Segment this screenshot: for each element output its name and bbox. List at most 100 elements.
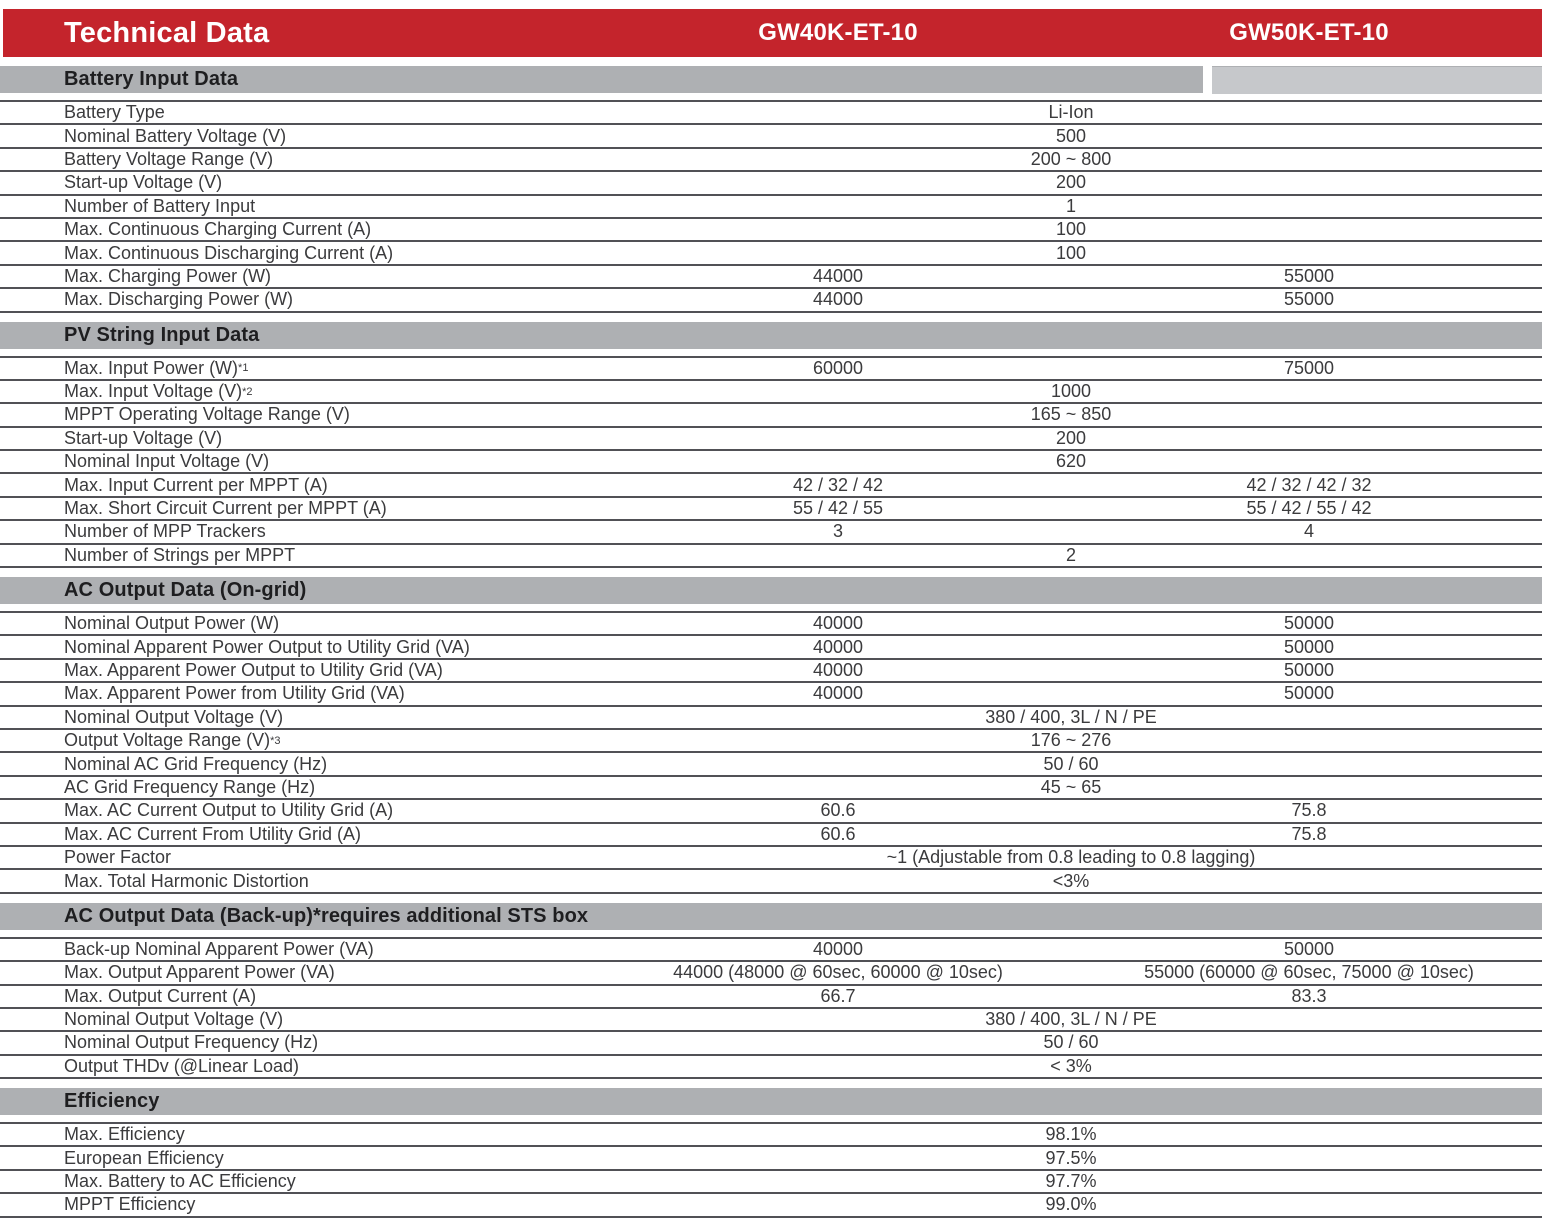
spec-value-shared: 200 ~ 800 [1030,148,1112,169]
spec-parameter-label: Max. Output Current (A) [64,985,257,1006]
spec-value-gw40k: 3 [832,521,843,542]
spec-row: Start-up Voltage (V) 200 [0,427,1542,452]
spec-value-shared: 98.1% [1045,1124,1097,1145]
spec-value-gw40k: 42 / 32 / 42 [792,474,884,495]
spec-parameter-label: AC Grid Frequency Range (Hz) [64,776,316,797]
spec-row: Max. AC Current Output to Utility Grid (… [0,800,1542,824]
spec-value-gw50k: 4 [1303,521,1314,542]
spec-row: Max. Apparent Power Output to Utility Gr… [0,660,1542,684]
spec-value-shared: 97.7% [1045,1171,1097,1192]
spec-parameter-label: Battery Type [64,102,165,123]
spec-parameter-label: Max. AC Current Output to Utility Grid (… [64,800,394,821]
spec-value-shared: ~1 (Adjustable from 0.8 leading to 0.8 l… [886,847,1256,868]
spec-row: AC Grid Frequency Range (Hz) 45 ~ 65 [0,776,1542,801]
spec-row: Nominal Output Frequency (Hz) 50 / 60 [0,1032,1542,1056]
spec-row: MPPT Efficiency 99.0% [0,1194,1542,1218]
spec-row: Number of MPP Trackers 3 4 [0,521,1542,545]
spec-row: Max. Charging Power (W) 44000 55000 [0,265,1542,290]
spec-value-gw50k: 50000 [1283,938,1335,959]
spec-table: Battery Input Data Battery Type Li-Ion Nomi… [0,57,1560,1218]
spec-value-shared: 500 [1055,125,1087,146]
spec-row: Power Factor ~1 (Adjustable from 0.8 lead… [0,847,1542,871]
spec-value-shared: 45 ~ 65 [1040,776,1102,797]
spec-section: Battery Input Data Battery Type Li-Ion Nomi… [0,66,1542,313]
spec-value-gw50k: 50000 [1283,660,1335,680]
spec-value-shared: 50 / 60 [1043,1032,1099,1053]
spec-parameter-label: Start-up Voltage (V) [64,427,223,448]
spec-value-gw50k: 55000 [1283,265,1335,286]
section-header-bar: AC Output Data (Back-up)*requires additi… [0,902,1542,930]
spec-value-gw50k: 75000 [1283,357,1335,378]
spec-row: Max. Discharging Power (W) 44000 55000 [0,289,1542,313]
section-title: PV String Input Data [64,323,260,346]
spec-parameter-label: Max. Short Circuit Current per MPPT (A) [64,498,387,519]
spec-row: Max. Battery to AC Efficiency 97.7% [0,1171,1542,1195]
spec-value-gw50k: 50000 [1283,636,1335,657]
spec-value-shared: 1000 [1050,381,1092,402]
model-column-header-gw50k: GW50K-ET-10 [1229,19,1389,46]
spec-parameter-label: Nominal Battery Voltage (V) [64,125,287,146]
spec-value-gw40k: 60.6 [820,800,856,821]
spec-parameter-label: Number of MPP Trackers [64,521,266,542]
spec-value-gw50k: 55000 (60000 @ 60sec, 75000 @ 10sec) [1144,962,1474,983]
section-rows: Nominal Output Power (W) 40000 50000 Nomina… [0,611,1542,894]
spec-value-gw40k: 40000 [812,683,864,704]
spec-row: Max. AC Current From Utility Grid (A) 60.… [0,824,1542,847]
spec-row: Back-up Nominal Apparent Power (VA) 40000… [0,938,1542,963]
spec-section: AC Output Data (Back-up)*requires additi… [0,902,1542,1080]
section-rows: Max. Efficiency 98.1% European Efficiency 9… [0,1122,1542,1218]
spec-parameter-label: European Efficiency [64,1147,224,1168]
spec-row: Max. Efficiency 98.1% [0,1124,1542,1148]
spec-row: European Efficiency 97.5% [0,1147,1542,1171]
section-rows: Max. Input Power (W) *1 60000 75000 Max. Inp… [0,355,1542,569]
spec-parameter-label: Output Voltage Range (V) *3 [64,730,281,751]
spec-row: Max. Output Apparent Power (VA) 44000 (48… [0,962,1542,986]
spec-value-gw50k: 55000 [1283,289,1335,310]
spec-row: Start-up Voltage (V) 200 [0,172,1542,196]
spec-parameter-label: Nominal AC Grid Frequency (Hz) [64,753,328,774]
section-header-bar: PV String Input Data [0,321,1542,349]
spec-value-gw40k: 40000 [812,660,864,680]
spec-parameter-label: Max. Input Current per MPPT (A) [64,474,328,495]
spec-parameter-label: Nominal Output Voltage (V) [64,1009,284,1030]
spec-parameter-label: Max. Apparent Power from Utility Grid (V… [64,683,405,704]
spec-value-gw40k: 44000 (48000 @ 60sec, 60000 @ 10sec) [673,962,1003,983]
spec-parameter-label: Max. Input Voltage (V) *2 [64,381,253,402]
sheet-header-bar: Technical Data GW40K-ET-10 GW50K-ET-10 [3,9,1542,57]
spec-row: Output THDv (@Linear Load) < 3% [0,1055,1542,1080]
section-title: AC Output Data (On-grid) [64,579,307,602]
spec-value-gw40k: 55 / 42 / 55 [792,498,884,519]
spec-parameter-label: Nominal Apparent Power Output to Utility… [64,636,470,657]
spec-parameter-label: Max. Output Apparent Power (VA) [64,962,335,983]
spec-row: Nominal Output Voltage (V) 380 / 400, 3L … [0,707,1542,730]
spec-parameter-label: Number of Strings per MPPT [64,544,296,565]
spec-parameter-label: Nominal Output Voltage (V) [64,706,284,727]
spec-value-gw40k: 44000 [812,289,864,310]
spec-value-gw40k: 40000 [812,938,864,959]
spec-parameter-label: Nominal Input Voltage (V) [64,451,270,472]
spec-row: Max. Output Current (A) 66.7 83.3 [0,986,1542,1009]
spec-row: Max. Input Current per MPPT (A) 42 / 32 /… [0,474,1542,498]
section-title: Battery Input Data [64,68,239,90]
spec-row: MPPT Operating Voltage Range (V) 165 ~ 85… [0,404,1542,428]
spec-value-shared: 620 [1055,451,1087,472]
spec-value-shared: 380 / 400, 3L / N / PE [985,1009,1157,1030]
spec-value-gw50k: 55 / 42 / 55 / 42 [1246,498,1372,519]
spec-value-gw50k: 83.3 [1291,985,1327,1006]
spec-parameter-label: Max. Charging Power (W) [64,265,272,286]
spec-value-shared: 380 / 400, 3L / N / PE [985,706,1157,727]
spec-row: Max. Input Power (W) *1 60000 75000 [0,358,1542,381]
spec-parameter-label: Power Factor [64,847,172,868]
spec-parameter-label: Max. Apparent Power Output to Utility Gr… [64,660,443,680]
section-header-bar: AC Output Data (On-grid) [0,577,1542,605]
spec-value-shared: 97.5% [1045,1147,1097,1168]
model-column-header-gw40k: GW40K-ET-10 [758,19,918,46]
spec-value-gw50k: 50000 [1283,683,1335,704]
section-title: Efficiency [64,1090,160,1113]
spec-value-shared: Li-Ion [1048,102,1094,123]
spec-parameter-label: Max. AC Current From Utility Grid (A) [64,823,362,844]
spec-value-shared: < 3% [1050,1055,1092,1076]
spec-value-shared: 176 ~ 276 [1030,730,1112,751]
spec-parameter-label: Nominal Output Power (W) [64,613,280,634]
